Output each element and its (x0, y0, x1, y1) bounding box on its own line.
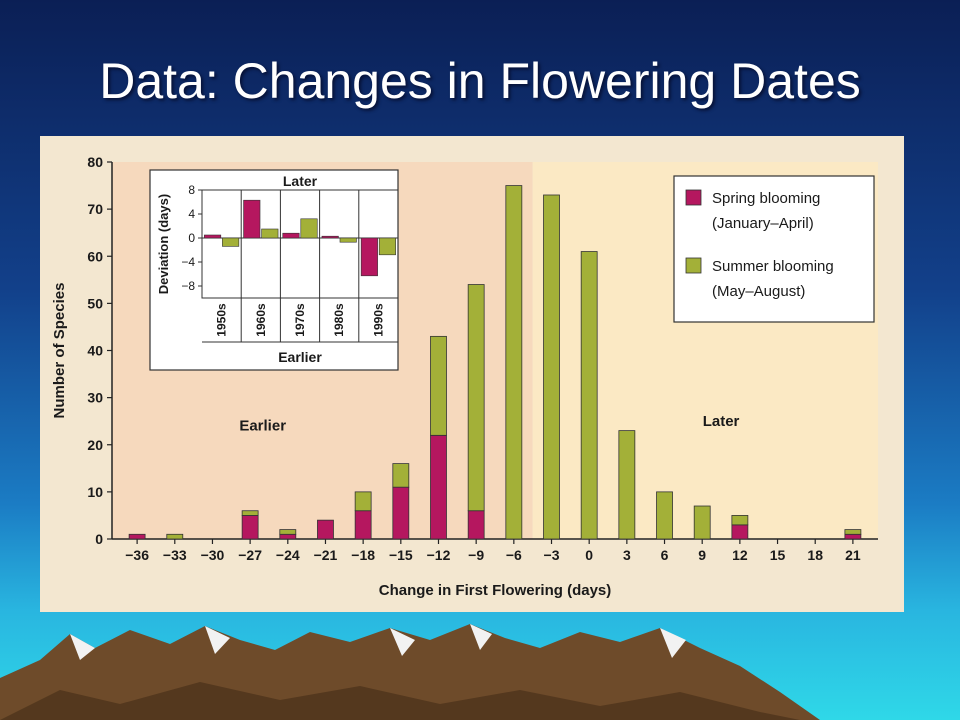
inset-y-axis-title: Deviation (days) (156, 194, 171, 294)
bar-summer (505, 185, 523, 540)
y-axis-title: Number of Species (51, 283, 68, 419)
bar-summer (392, 463, 410, 488)
inset-bar-summer (378, 237, 396, 256)
x-tick-label: 12 (732, 547, 748, 563)
x-axis-title: Change in First Flowering (days) (379, 582, 612, 599)
bar-spring (844, 533, 862, 540)
legend-sublabel: (January–April) (712, 215, 814, 232)
bar-spring (354, 510, 372, 540)
x-tick-label: −30 (201, 547, 225, 563)
region-label-later: Later (703, 413, 740, 430)
x-tick-label: 3 (623, 547, 631, 563)
y-tick-label: 20 (87, 437, 103, 453)
bar-summer (430, 335, 447, 436)
bar-summer (693, 505, 711, 540)
x-tick-label: 18 (807, 547, 823, 563)
x-tick-label: −27 (238, 547, 262, 563)
inset-category-label: 1960s (254, 303, 268, 337)
inset-bar-spring (282, 232, 300, 239)
bar-summer (279, 529, 297, 535)
x-tick-label: 0 (585, 547, 593, 563)
bar-summer (580, 251, 598, 540)
x-tick-label: −15 (389, 547, 413, 563)
legend-label: Spring blooming (712, 190, 820, 207)
bar-summer (467, 284, 485, 512)
inset-bar-spring (243, 199, 261, 239)
x-tick-label: −33 (163, 547, 187, 563)
inset-x-axis-title: Earlier (278, 349, 322, 365)
inset-bar-spring (204, 234, 222, 239)
inset-plot-frame (201, 189, 399, 299)
x-tick-label: −3 (544, 547, 560, 563)
y-tick-label: 70 (87, 201, 103, 217)
legend-sublabel: (May–August) (712, 283, 805, 300)
x-tick-label: 6 (661, 547, 669, 563)
x-tick-label: −36 (125, 547, 149, 563)
y-tick-label: 30 (87, 390, 103, 406)
inset-category-label: 1950s (215, 303, 229, 337)
slide-title: Data: Changes in Flowering Dates (99, 53, 861, 109)
inset-y-tick-label: 4 (188, 207, 195, 221)
mountain-range-decoration (0, 624, 820, 720)
legend-swatch-summer (685, 257, 702, 274)
legend-swatch-spring (685, 189, 702, 206)
bar-spring (279, 533, 297, 540)
x-tick-label: −18 (351, 547, 375, 563)
y-tick-label: 40 (87, 343, 103, 359)
inset-bar-summer (339, 237, 357, 243)
inset-y-tick-label: −8 (181, 279, 195, 293)
inset-bar-spring (360, 237, 378, 277)
inset-bar-summer (222, 237, 240, 247)
x-tick-label: −24 (276, 547, 300, 563)
inset-bar-spring (321, 235, 339, 239)
x-tick-label: −21 (314, 547, 338, 563)
bar-spring (241, 515, 259, 540)
inset-y-tick-label: −4 (181, 255, 195, 269)
bar-spring (731, 524, 749, 540)
figure-panel: Earlier Later 0 10 20 30 40 50 60 70 80 Number of S… (40, 136, 904, 612)
bar-spring (317, 519, 334, 540)
x-tick-label: 15 (770, 547, 786, 563)
inset-title: Later (283, 173, 318, 189)
inset-y-tick-label: 8 (188, 183, 195, 197)
bar-summer (543, 194, 560, 540)
inset-box (149, 169, 399, 371)
x-tick-label: −9 (468, 547, 484, 563)
bar-summer (241, 510, 259, 516)
bar-spring (467, 510, 485, 540)
inset-bar-summer (300, 218, 318, 239)
inset-category-label: 1970s (293, 303, 307, 337)
bar-summer (656, 491, 673, 540)
inset-bar-summer (261, 228, 279, 239)
inset-y-tick-label: 0 (188, 231, 195, 245)
bar-summer (166, 533, 184, 540)
legend-label: Summer blooming (712, 258, 834, 275)
bar-spring (392, 486, 410, 540)
y-tick-label: 80 (87, 154, 103, 170)
bar-spring (128, 533, 146, 540)
x-tick-label: −12 (427, 547, 451, 563)
bar-spring (430, 434, 447, 540)
x-tick-label: −6 (506, 547, 522, 563)
x-tick-label: 9 (698, 547, 706, 563)
bar-summer (618, 430, 636, 540)
inset-category-label: 1990s (371, 303, 385, 337)
y-tick-label: 60 (87, 248, 103, 264)
y-tick-label: 10 (87, 484, 103, 500)
inset-category-label: 1980s (332, 303, 346, 337)
bar-summer (354, 491, 372, 512)
x-tick-label: 21 (845, 547, 861, 563)
y-tick-label: 0 (95, 531, 103, 547)
bar-summer (844, 529, 862, 535)
bar-summer (731, 515, 749, 526)
legend-box (673, 175, 875, 323)
region-label-earlier: Earlier (239, 418, 286, 435)
y-tick-label: 50 (87, 295, 103, 311)
